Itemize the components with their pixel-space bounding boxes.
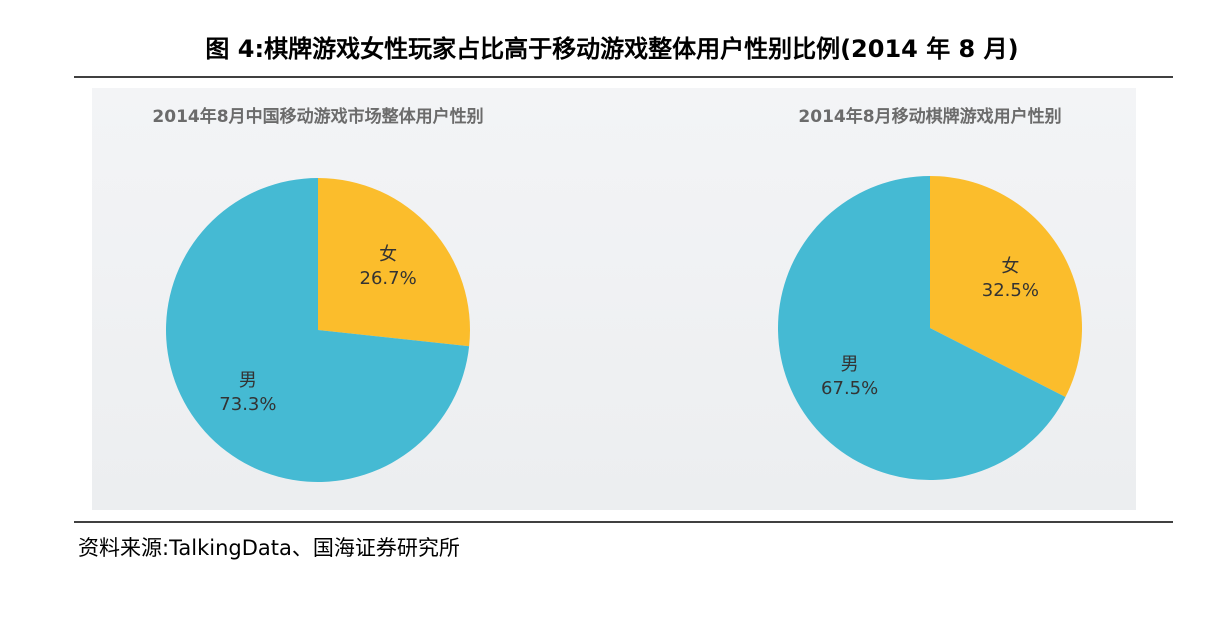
pie-slice xyxy=(930,176,1082,398)
slice-value-label: 73.3% xyxy=(219,394,276,415)
slice-value-label: 32.5% xyxy=(982,280,1039,301)
figure-title: 图 4:棋牌游戏女性玩家占比高于移动游戏整体用户性别比例(2014 年 8 月) xyxy=(205,35,1018,63)
slice-value-label: 26.7% xyxy=(360,268,417,289)
slice-category: 男 xyxy=(239,370,257,391)
slice-category: 男 xyxy=(841,354,859,375)
pie-slice xyxy=(777,176,1066,481)
pie-slice xyxy=(166,178,470,483)
source: 资料来源:TalkingData、国海证券研究所 xyxy=(78,536,460,560)
slice-category: 女 xyxy=(1001,256,1019,277)
slice-category: 女 xyxy=(379,244,397,265)
slice-value-label: 67.5% xyxy=(821,378,878,399)
pie-slice xyxy=(318,178,470,347)
pie-title: 2014年8月移动棋牌游戏用户性别 xyxy=(798,106,1061,127)
pie-title: 2014年8月中国移动游戏市场整体用户性别 xyxy=(152,106,483,127)
